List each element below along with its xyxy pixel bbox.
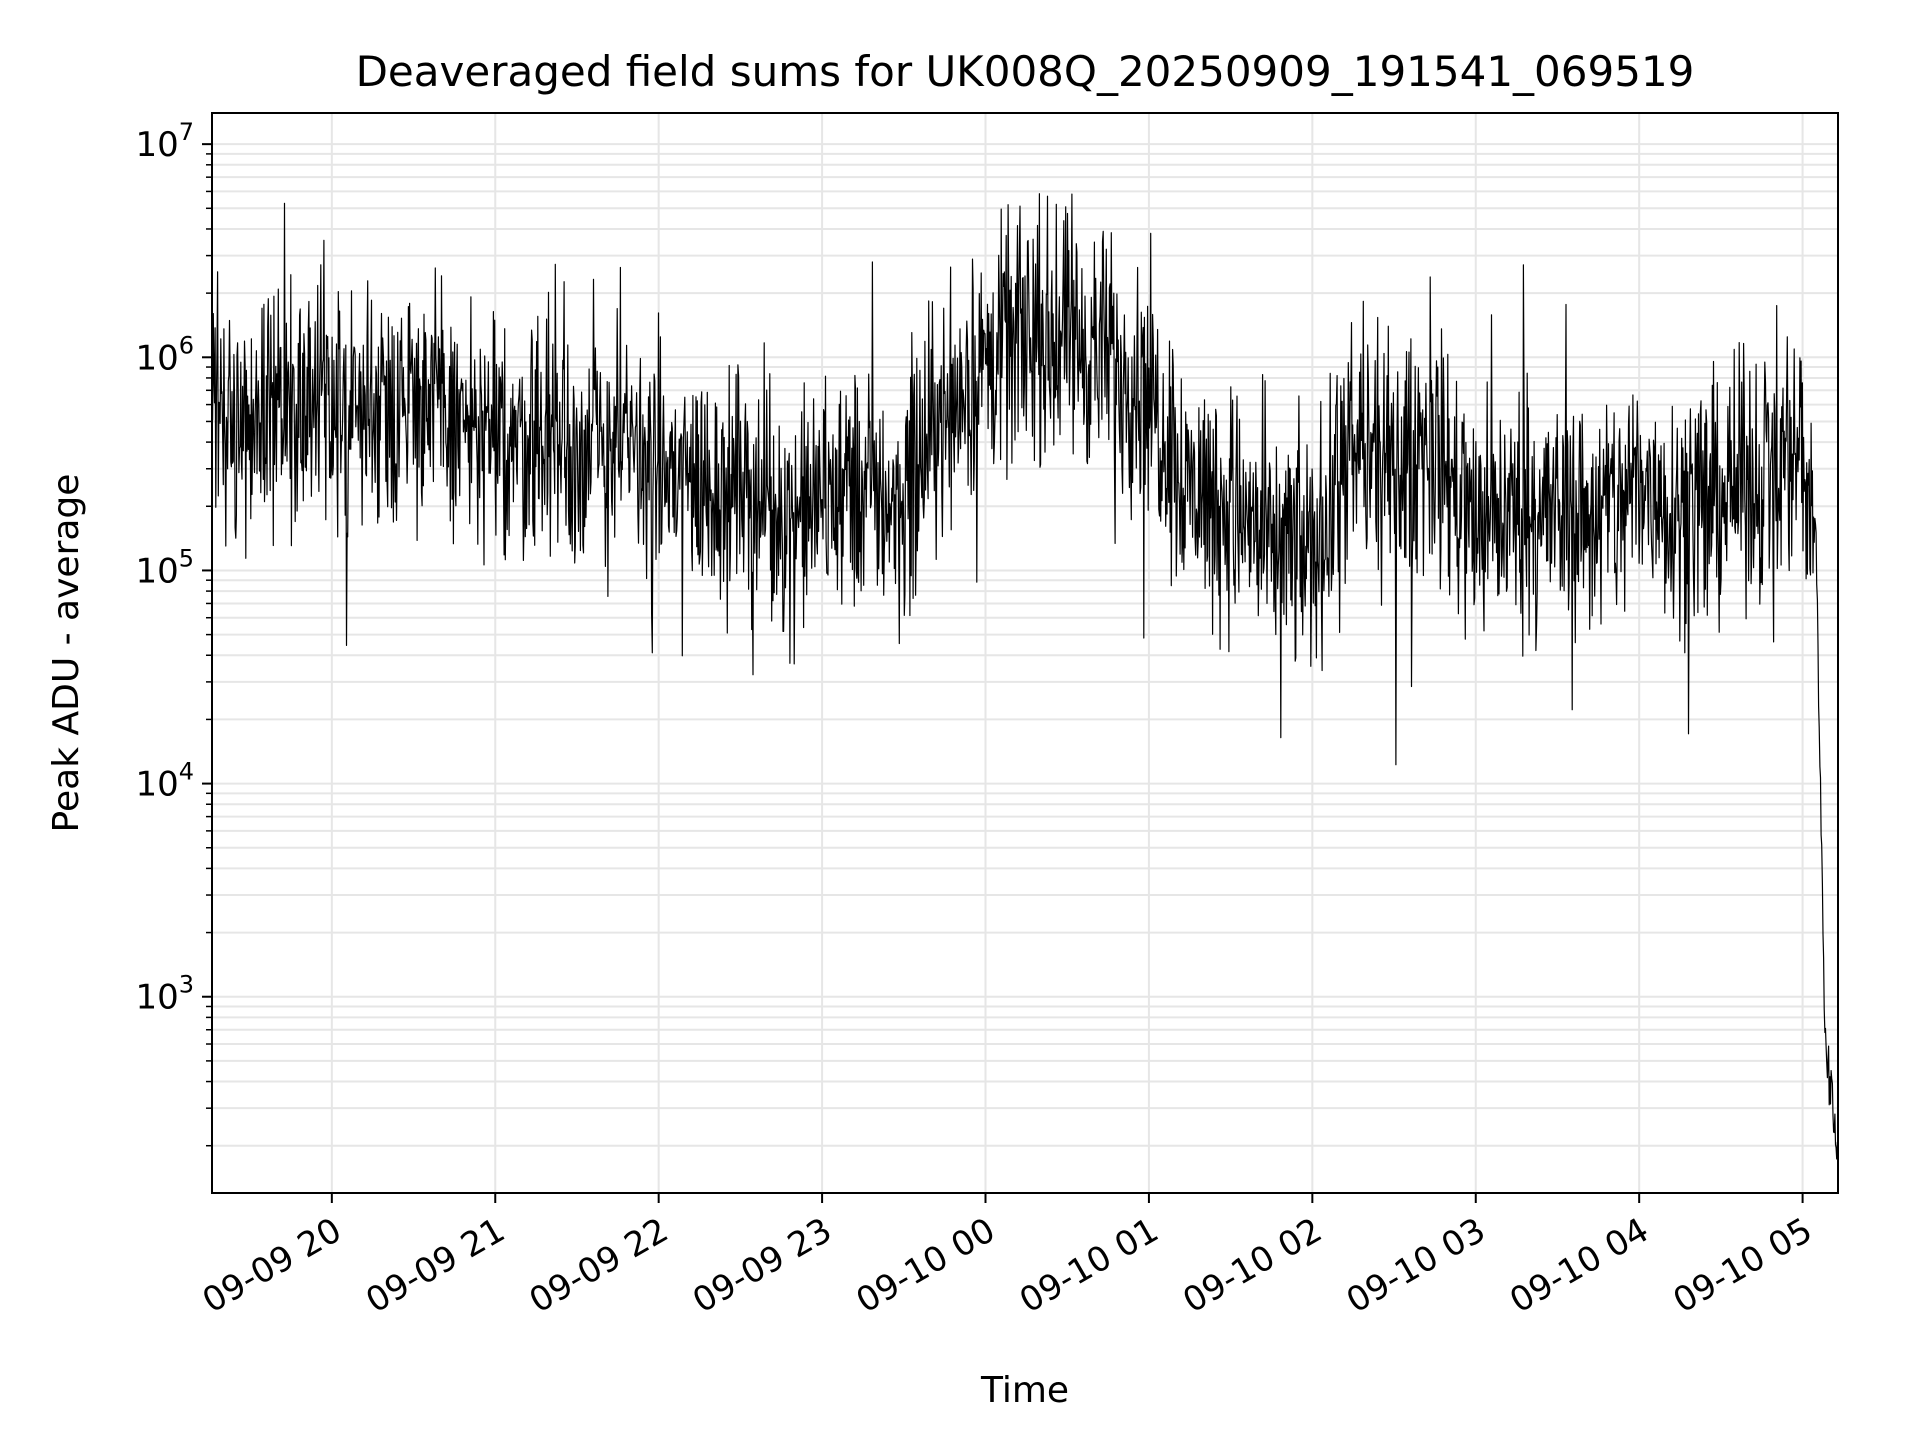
y-axis-label: Peak ADU - average [46, 474, 87, 833]
x-tick-label: 09-09 20 [196, 1210, 348, 1321]
y-tick-base: 10 [135, 338, 178, 378]
y-tick-label: 103 [135, 971, 194, 1018]
y-tick-exponent: 4 [179, 758, 194, 786]
x-tick-label: 09-10 04 [1503, 1210, 1655, 1321]
y-tick-base: 10 [135, 978, 178, 1018]
y-tick-label: 104 [135, 758, 194, 805]
y-tick-exponent: 5 [179, 544, 194, 572]
y-tick-base: 10 [135, 125, 178, 165]
axes-frame [211, 112, 1839, 1194]
chart-title: Deaveraged field sums for UK008Q_2025090… [356, 47, 1695, 96]
x-tick-label: 09-10 05 [1667, 1210, 1819, 1321]
y-tick-base: 10 [135, 765, 178, 805]
y-tick-base: 10 [135, 551, 178, 591]
grid [212, 113, 1838, 1193]
y-tick-exponent: 6 [179, 331, 194, 359]
x-tick-label: 09-09 22 [523, 1210, 675, 1321]
x-tick-label: 09-09 23 [686, 1210, 838, 1321]
y-tick-exponent: 7 [179, 118, 194, 146]
y-tick-label: 107 [135, 118, 194, 165]
x-tick-label: 09-10 02 [1176, 1210, 1328, 1321]
series-line [211, 193, 1839, 1160]
plot-area [211, 193, 1839, 1160]
x-tick-label: 09-09 21 [359, 1210, 511, 1321]
x-tick-label: 09-10 03 [1340, 1210, 1492, 1321]
x-axis-label: Time [980, 1370, 1069, 1411]
x-axis: 09-09 20 09-09 21 09-09 22 09-09 23 09-10 00… [196, 1193, 1819, 1321]
y-tick-label: 105 [135, 544, 194, 591]
x-tick-label: 09-10 00 [850, 1210, 1002, 1321]
x-tick-label: 09-10 01 [1013, 1210, 1165, 1321]
y-tick-exponent: 3 [179, 971, 194, 999]
y-tick-label: 106 [135, 331, 194, 378]
